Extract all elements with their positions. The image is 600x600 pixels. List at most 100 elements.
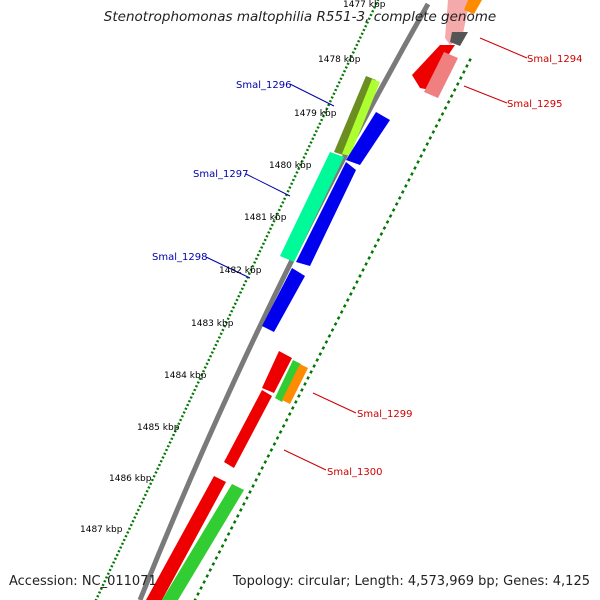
ruler-tick <box>309 141 313 144</box>
gc-tick <box>196 592 200 596</box>
feature-smal-1297 <box>280 152 344 262</box>
ruler-label: 1483 kbp <box>191 319 234 329</box>
ruler-tick <box>247 272 251 276</box>
ruler-tick <box>99 587 103 591</box>
leader-smal-1294 <box>479 37 528 59</box>
gc-tick <box>281 424 286 428</box>
ruler-tick <box>307 144 311 148</box>
ruler-tick <box>238 291 243 294</box>
ruler-tick <box>253 261 257 264</box>
ruler-label: 1478 kbp <box>318 55 361 65</box>
gc-tick <box>367 256 371 260</box>
gc-tick <box>437 118 442 122</box>
ruler-label: 1480 kbp <box>269 161 312 171</box>
ruler-tick <box>362 28 366 32</box>
ruler-label: 1485 kbp <box>137 423 180 433</box>
ruler-tick <box>108 568 112 572</box>
ruler-tick <box>290 182 294 186</box>
ruler-label: 1484 kbp <box>164 371 207 381</box>
ruler-label: 1479 kbp <box>294 109 337 119</box>
feature-smal-1296 <box>342 79 380 156</box>
ruler-tick <box>304 152 308 156</box>
ruler-tick <box>133 516 137 519</box>
gc-tick <box>239 508 243 512</box>
gc-tick <box>260 466 265 470</box>
ruler-tick <box>97 591 102 594</box>
gc-tick <box>205 574 210 578</box>
ruler-label: 1477 kbp <box>343 0 386 10</box>
ruler-tick <box>332 92 336 96</box>
ruler-tick <box>140 501 144 504</box>
ruler-label: 1486 kbp <box>109 474 152 484</box>
gc-tick <box>330 328 335 332</box>
ruler-tick <box>334 88 338 92</box>
feature-green-bottom <box>162 484 244 600</box>
gc-tick <box>220 544 225 548</box>
ruler-tick <box>275 212 280 216</box>
gc-tick <box>428 136 433 140</box>
gc-tick <box>321 346 326 350</box>
ruler-tick <box>182 411 186 414</box>
feature-smal-1298 <box>262 268 305 332</box>
ruler-tick <box>226 317 230 321</box>
gc-tick <box>459 76 463 80</box>
gc-tick <box>431 130 436 134</box>
feature-grey-block <box>450 32 468 46</box>
gc-tick <box>202 580 206 584</box>
gc-tick <box>284 418 289 422</box>
ruler-tick <box>221 328 225 332</box>
ruler-tick <box>321 114 325 118</box>
gc-tick <box>248 490 252 494</box>
gc-tick <box>303 382 307 386</box>
gc-tick <box>407 178 411 182</box>
gc-tick <box>413 166 417 170</box>
ruler-tick <box>270 223 274 227</box>
gc-tick <box>361 268 365 272</box>
gc-tick <box>342 304 347 308</box>
gc-tick <box>355 280 359 284</box>
gene-label-smal-1294: Smal_1294 <box>527 54 582 65</box>
ruler-tick <box>159 459 163 463</box>
gc-tick <box>324 340 329 344</box>
ruler-tick <box>152 474 156 478</box>
gc-tick <box>419 154 423 158</box>
gc-tick <box>379 232 384 236</box>
ruler-tick <box>214 343 218 347</box>
ruler-tick <box>274 216 278 219</box>
ruler-tick <box>200 373 204 377</box>
accession-label: Accession: NC_011071 <box>9 574 157 589</box>
gc-tick <box>217 550 222 554</box>
gc-tick <box>397 196 402 200</box>
ruler-tick <box>196 381 200 384</box>
gc-tick <box>193 598 197 600</box>
ruler-tick <box>305 148 310 152</box>
ruler-tick <box>342 69 347 73</box>
gc-tick <box>422 148 426 152</box>
ruler-tick <box>353 47 357 51</box>
gc-tick <box>425 142 430 146</box>
ruler-tick <box>320 118 324 122</box>
ruler-tick <box>286 189 290 193</box>
ruler-tick <box>117 549 121 553</box>
ruler-tick <box>147 486 151 489</box>
gene-label-smal-1297: Smal_1297 <box>193 169 248 180</box>
ruler-tick <box>110 564 114 568</box>
ruler-tick <box>193 388 197 392</box>
gc-tick <box>294 400 298 404</box>
ruler-tick <box>154 471 158 474</box>
ruler-tick <box>191 392 195 396</box>
gc-tick <box>223 538 228 542</box>
gene-label-smal-1298: Smal_1298 <box>152 252 207 263</box>
ruler-tick <box>112 561 116 564</box>
feature-smal-1297-rev <box>296 162 356 266</box>
ruler-tick <box>323 111 327 114</box>
ruler-tick <box>350 54 354 58</box>
gene-label-smal-1296: Smal_1296 <box>236 80 291 91</box>
ruler-tick <box>120 542 124 546</box>
gc-tick <box>309 370 313 374</box>
ruler-tick <box>187 399 191 403</box>
gc-tick <box>272 442 277 446</box>
gc-tick <box>449 94 454 98</box>
ruler-tick <box>237 294 241 298</box>
ruler-tick <box>233 302 237 306</box>
